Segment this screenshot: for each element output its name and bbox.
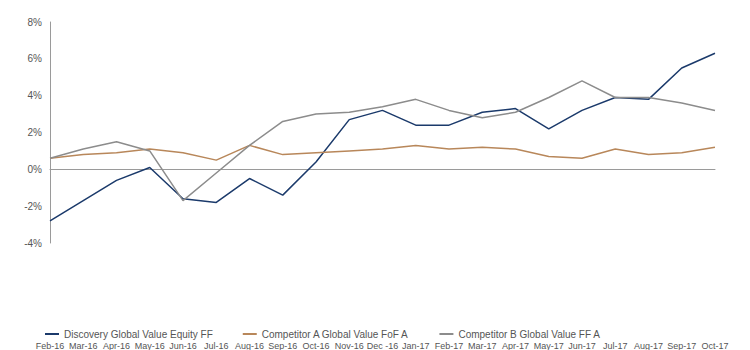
svg-text:Competitor A Global Value FoF: Competitor A Global Value FoF A bbox=[262, 329, 408, 340]
svg-text:2%: 2% bbox=[28, 127, 43, 138]
svg-text:Oct-17: Oct-17 bbox=[701, 341, 728, 350]
svg-text:Mar-16: Mar-16 bbox=[69, 341, 98, 350]
svg-text:May-17: May-17 bbox=[534, 341, 564, 350]
svg-text:Nov-16: Nov-16 bbox=[335, 341, 364, 350]
svg-text:Jun-17: Jun-17 bbox=[568, 341, 596, 350]
svg-text:Feb-16: Feb-16 bbox=[36, 341, 65, 350]
svg-text:4%: 4% bbox=[28, 90, 43, 101]
svg-text:Feb-17: Feb-17 bbox=[435, 341, 464, 350]
svg-text:Apr-17: Apr-17 bbox=[502, 341, 529, 350]
svg-text:Jul-17: Jul-17 bbox=[603, 341, 628, 350]
svg-text:Competitor B Global Value FF A: Competitor B Global Value FF A bbox=[458, 329, 600, 340]
svg-text:Dec -16: Dec -16 bbox=[367, 341, 399, 350]
svg-text:Discovery Global Value Equity: Discovery Global Value Equity FF bbox=[64, 329, 213, 340]
svg-text:Aug-17: Aug-17 bbox=[634, 341, 663, 350]
svg-text:-4%: -4% bbox=[24, 238, 42, 249]
svg-text:Mar-17: Mar-17 bbox=[468, 341, 497, 350]
svg-text:Sep-16: Sep-16 bbox=[268, 341, 297, 350]
svg-text:6%: 6% bbox=[28, 53, 43, 64]
svg-text:-2%: -2% bbox=[24, 201, 42, 212]
svg-text:Jun-16: Jun-16 bbox=[169, 341, 197, 350]
svg-text:May-16: May-16 bbox=[135, 341, 165, 350]
svg-text:Jul-16: Jul-16 bbox=[204, 341, 229, 350]
svg-text:Apr-16: Apr-16 bbox=[103, 341, 130, 350]
svg-text:Oct-16: Oct-16 bbox=[302, 341, 329, 350]
svg-text:8%: 8% bbox=[28, 17, 43, 28]
svg-text:Aug-16: Aug-16 bbox=[235, 341, 264, 350]
svg-text:Jan-17: Jan-17 bbox=[402, 341, 430, 350]
svg-text:Sep-17: Sep-17 bbox=[667, 341, 696, 350]
svg-text:0%: 0% bbox=[28, 164, 43, 175]
